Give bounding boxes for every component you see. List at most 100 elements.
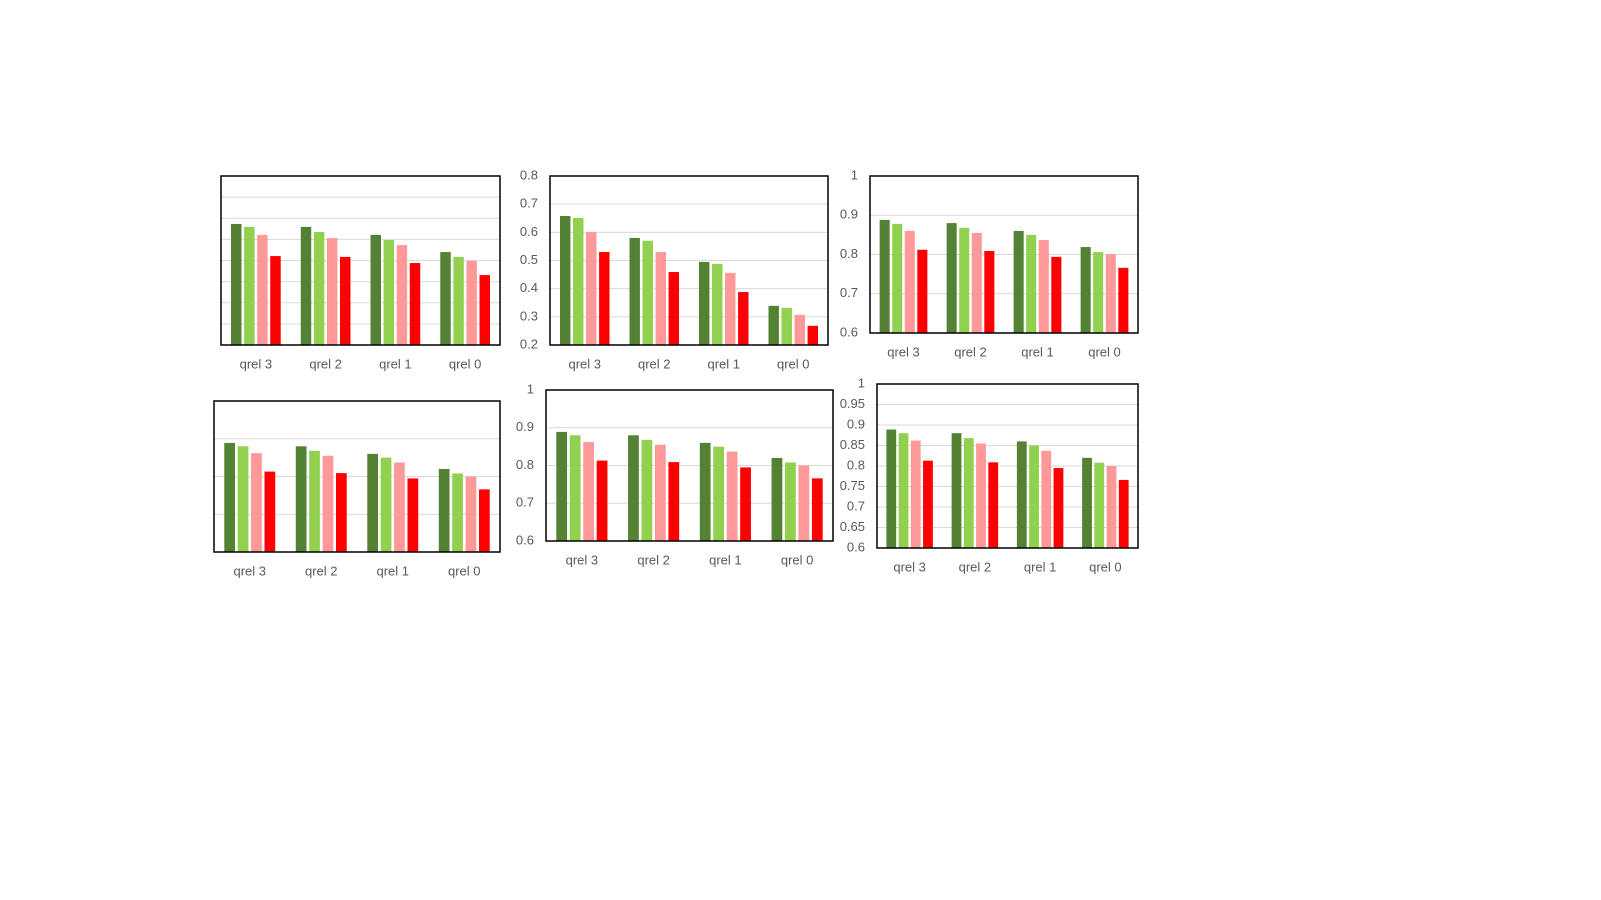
- x-tick-label: qrel 1: [376, 563, 409, 578]
- y-tick-label: 0.6: [516, 532, 534, 547]
- y-tick-label: 0.95: [840, 396, 865, 411]
- y-tick-label: 0.8: [520, 167, 538, 182]
- bar: [300, 226, 312, 345]
- bar: [583, 442, 594, 541]
- x-tick-label: qrel 2: [959, 559, 992, 574]
- bar: [738, 292, 749, 345]
- bar: [768, 305, 779, 345]
- bar: [984, 250, 995, 333]
- bar: [340, 256, 351, 345]
- x-tick-label: qrel 3: [893, 559, 926, 574]
- bar: [771, 457, 783, 541]
- bar: [599, 252, 610, 345]
- bar: [452, 473, 463, 552]
- x-tick-label: qrel 2: [309, 356, 342, 371]
- bar: [326, 238, 338, 345]
- bar: [559, 215, 571, 345]
- plot-frame: [549, 175, 829, 346]
- bar: [335, 473, 347, 552]
- bar: [370, 234, 381, 345]
- bar: [383, 240, 395, 345]
- bar: [573, 217, 584, 345]
- y-tick-label: 0.6: [840, 324, 858, 339]
- y-tick-label: 0.85: [840, 437, 865, 452]
- y-tick-label: 1: [527, 381, 534, 396]
- x-tick-label: qrel 1: [707, 356, 740, 371]
- bar: [1013, 230, 1024, 333]
- bar: [898, 433, 909, 548]
- x-tick-label: qrel 3: [566, 552, 599, 567]
- y-tick-label: 0.4: [520, 280, 538, 295]
- bar: [976, 443, 986, 548]
- bar: [586, 232, 597, 345]
- bar: [713, 446, 725, 541]
- x-tick-label: qrel 1: [1024, 559, 1057, 574]
- bar: [295, 446, 307, 552]
- bar: [556, 431, 568, 541]
- bar: [923, 460, 933, 548]
- bar: [313, 231, 325, 345]
- x-tick-label: qrel 2: [954, 344, 987, 359]
- y-tick-label: 0.7: [847, 498, 865, 513]
- bar: [1026, 234, 1037, 333]
- bar: [879, 219, 890, 333]
- bar: [1041, 450, 1052, 548]
- x-tick-label: qrel 0: [448, 563, 481, 578]
- x-tick-label: qrel 1: [709, 552, 742, 567]
- x-tick-label: qrel 3: [233, 563, 266, 578]
- bar: [569, 435, 581, 541]
- bar: [971, 232, 982, 333]
- x-tick-label: qrel 0: [449, 356, 482, 371]
- bar: [440, 252, 451, 345]
- bar: [959, 227, 970, 333]
- plot-frame: [545, 389, 834, 542]
- bar: [811, 478, 823, 541]
- bar: [654, 444, 666, 541]
- bar: [946, 223, 957, 333]
- bar: [309, 450, 320, 552]
- x-tick-label: qrel 3: [240, 356, 273, 371]
- bar: [478, 489, 490, 552]
- plot-frame: [220, 175, 501, 346]
- x-tick-label: qrel 2: [638, 356, 671, 371]
- x-tick-label: qrel 1: [379, 356, 412, 371]
- bar: [917, 249, 928, 333]
- bar: [951, 433, 962, 548]
- bar: [668, 272, 680, 345]
- bar: [1082, 457, 1092, 548]
- bar: [465, 476, 477, 552]
- bar: [641, 439, 653, 541]
- bar: [725, 272, 736, 345]
- bar: [726, 451, 738, 541]
- x-tick-label: qrel 0: [1089, 559, 1122, 574]
- plot-frame: [213, 400, 501, 553]
- bar: [1051, 256, 1062, 333]
- x-tick-label: qrel 0: [781, 552, 814, 567]
- y-tick-label: 0.65: [840, 519, 865, 534]
- bar: [407, 478, 419, 552]
- y-tick-label: 1: [851, 167, 858, 182]
- bar: [453, 256, 464, 345]
- bar: [1038, 239, 1049, 333]
- bar: [396, 245, 408, 345]
- bar: [367, 453, 379, 552]
- bar: [466, 260, 477, 345]
- bar: [781, 307, 792, 345]
- x-tick-label: qrel 1: [1021, 344, 1054, 359]
- x-tick-label: qrel 3: [887, 344, 920, 359]
- y-tick-label: 1: [858, 375, 865, 390]
- y-tick-label: 0.2: [520, 336, 538, 351]
- y-tick-label: 0.75: [840, 478, 865, 493]
- bar: [699, 442, 711, 541]
- bar: [629, 237, 640, 345]
- plot-frame: [869, 175, 1139, 334]
- y-tick-label: 0.7: [516, 495, 534, 510]
- bar: [394, 462, 405, 552]
- bar: [698, 261, 710, 345]
- bar: [264, 471, 276, 552]
- y-tick-label: 0.8: [516, 457, 534, 472]
- y-tick-label: 0.6: [847, 539, 865, 554]
- bar: [380, 457, 392, 552]
- x-tick-label: qrel 2: [637, 552, 670, 567]
